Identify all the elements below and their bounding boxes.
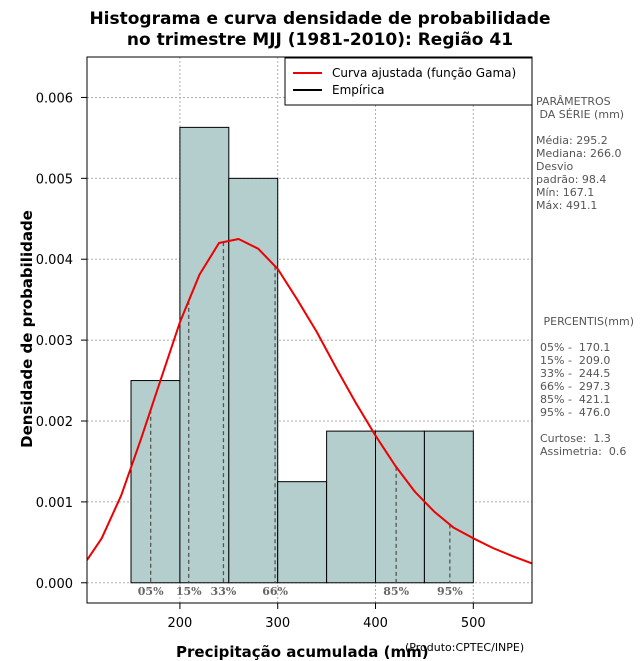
chart-title-line-1: Histograma e curva densidade de probabil…	[89, 9, 551, 29]
percentile-stat-line: 85% - 421.1	[540, 393, 611, 406]
x-tick-label: 200	[167, 616, 192, 631]
chart-title-line-2: no trimestre MJJ (1981-2010): Região 41	[126, 30, 514, 50]
percentile-stat-line: PERCENTIS(mm)	[540, 315, 634, 328]
stats-line: padrão: 98.4	[536, 173, 607, 186]
x-axis-label: Precipitação acumulada (mm)	[176, 643, 429, 661]
percentile-label: 33%	[211, 585, 237, 598]
stats-line: Mín: 167.1	[536, 186, 595, 199]
histogram-bar	[375, 430, 425, 584]
stats-line	[536, 121, 624, 134]
percentile-label: 05%	[138, 585, 164, 598]
y-tick-label: 0.002	[36, 415, 73, 430]
legend: Curva ajustada (função Gama) Empírica	[284, 57, 533, 106]
percentile-stat-line: 05% - 170.1	[540, 341, 611, 354]
x-tick-label: 300	[265, 616, 290, 631]
percentile-stat-line: 95% - 476.0	[540, 406, 611, 419]
y-tick-label: 0.006	[36, 91, 73, 106]
histogram-bar	[130, 380, 181, 584]
percentile-stat-line: 66% - 297.3	[540, 380, 611, 393]
y-tick-label: 0.001	[36, 496, 73, 511]
stats-line: PARÂMETROS	[536, 95, 611, 108]
plot-frame	[86, 56, 533, 604]
y-tick-label: 0.000	[36, 577, 73, 592]
x-tick-label: 400	[363, 616, 388, 631]
percentile-stat-line: 15% - 209.0	[540, 354, 611, 367]
percentile-stat-line	[540, 419, 634, 432]
legend-label-fitted: Curva ajustada (função Gama)	[332, 66, 516, 80]
y-axis-label: Densidade de probabilidade	[18, 210, 36, 448]
percentile-label: 95%	[437, 585, 463, 598]
product-credit: (Produto:CPTEC/INPE)	[405, 641, 525, 654]
percentile-label: 66%	[262, 585, 288, 598]
histogram-bar	[423, 430, 474, 584]
stats-line: DA SÉRIE (mm)	[536, 108, 625, 121]
histogram-bar	[179, 126, 230, 584]
histogram-bar	[326, 430, 377, 584]
percentile-label: 15%	[176, 585, 202, 598]
fitted-gamma-curve	[87, 238, 532, 565]
percentiles-panel: PERCENTIS(mm) 05% - 170.1 15% - 209.0 33% …	[540, 315, 634, 458]
percentile-stat-line: Curtose: 1.3	[540, 432, 611, 445]
percentile-stat-line: 33% - 244.5	[540, 367, 611, 380]
stats-line: Mediana: 266.0	[536, 147, 622, 160]
stats-line: Desvio	[536, 160, 574, 173]
legend-label-empirical: Empírica	[332, 83, 384, 97]
y-tick-label: 0.004	[36, 253, 73, 268]
histogram-bar	[277, 481, 328, 584]
stats-line: Média: 295.2	[536, 134, 608, 147]
legend-box	[284, 57, 533, 106]
x-tick-label: 500	[461, 616, 486, 631]
y-tick-label: 0.005	[36, 172, 73, 187]
series-parameters-panel: PARÂMETROS DA SÉRIE (mm) Média: 295.2 Med…	[536, 95, 624, 212]
stats-line: Máx: 491.1	[536, 199, 598, 212]
percentile-stat-line	[540, 328, 634, 341]
y-tick-label: 0.003	[36, 334, 73, 349]
percentile-label: 85%	[383, 585, 409, 598]
percentile-stat-line: Assimetria: 0.6	[540, 445, 627, 458]
